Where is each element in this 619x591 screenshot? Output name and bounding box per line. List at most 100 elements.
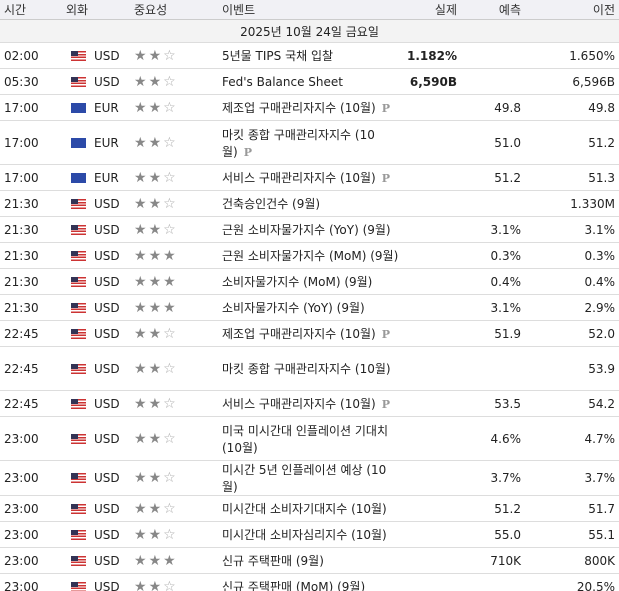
currency-cell: USD (62, 573, 130, 591)
column-header: 실제 (403, 0, 461, 20)
star-icon: ☆ (163, 430, 178, 447)
currency-flag (71, 529, 86, 540)
previous: 52.0 (588, 326, 615, 341)
event-cell: 미시간대 소비자기대지수 (10월) (218, 495, 403, 522)
time: 23:00 (0, 416, 62, 461)
previous: 54.2 (588, 396, 615, 411)
preliminary-flag: P (381, 172, 390, 185)
star-icon: ★ (134, 195, 149, 212)
actual-cell (403, 120, 461, 165)
forecast-cell: 3.1% (461, 294, 525, 321)
column-header: 이전 (525, 0, 619, 20)
actual-cell (403, 94, 461, 121)
star-icon: ★ (148, 73, 164, 90)
star-icon: ☆ (163, 99, 178, 116)
preliminary-flag: P (381, 102, 390, 115)
currency: EUR (94, 135, 119, 150)
star-icon: ★ (148, 578, 164, 591)
star-icon: ★ (134, 134, 149, 151)
star-icon: ☆ (163, 221, 178, 238)
actual-cell (403, 495, 461, 522)
event-cell: 마킷 종합 구매관리자지수 (10월) P (218, 120, 403, 165)
event-cell: Fed's Balance Sheet (218, 68, 403, 95)
event-row: 22:45 USD ★★☆ 서비스 구매관리자지수 (10월) P 53.5 54.2 (0, 390, 619, 417)
event-cell: 신규 주택판매 (9월) (218, 547, 403, 574)
time: 22:45 (0, 390, 62, 417)
currency-flag (71, 473, 86, 483)
event: 신규 주택판매 (MoM) (9월) (222, 580, 366, 591)
star-icon: ★ (163, 299, 178, 316)
actual-cell (403, 190, 461, 217)
currency-cell: USD (62, 460, 130, 496)
importance: ★★★ (130, 547, 218, 574)
event-row: 02:00 USD ★★☆ 5년물 TIPS 국채 입찰 1.182% 1.650% (0, 42, 619, 69)
importance: ★★☆ (130, 460, 218, 496)
forecast: 4.6% (490, 431, 522, 446)
star-icon: ★ (134, 221, 149, 238)
time: 02:00 (0, 42, 62, 69)
currency: USD (94, 196, 120, 211)
actual-cell (403, 416, 461, 461)
column-header: 외화 (62, 0, 130, 20)
previous-cell: 20.5% (525, 573, 619, 591)
star-icon: ☆ (163, 134, 178, 151)
star-icon: ★ (148, 273, 164, 290)
time: 21:30 (0, 294, 62, 321)
star-icon: ★ (163, 247, 178, 264)
currency-cell: EUR (62, 94, 130, 121)
forecast: 0.3% (490, 248, 522, 263)
previous: 49.8 (588, 100, 615, 115)
star-icon: ★ (134, 169, 149, 186)
currency-cell: USD (62, 268, 130, 295)
previous-cell: 49.8 (525, 94, 619, 121)
currency-flag (71, 328, 86, 339)
star-icon: ★ (134, 578, 149, 591)
currency-flag (71, 433, 86, 444)
currency-cell: USD (62, 521, 130, 548)
forecast: 55.0 (494, 527, 521, 542)
event-cell: 서비스 구매관리자지수 (10월) P (218, 390, 403, 417)
forecast: 51.9 (494, 326, 521, 341)
importance: ★★☆ (130, 164, 218, 191)
forecast-cell: 51.9 (461, 320, 525, 347)
actual-cell (403, 547, 461, 574)
star-icon: ★ (148, 325, 164, 342)
actual-cell (403, 294, 461, 321)
currency-flag (71, 172, 86, 183)
importance: ★★☆ (130, 390, 218, 417)
actual-cell: 6,590B (403, 68, 461, 95)
forecast: 49.8 (494, 100, 521, 115)
forecast: 51.0 (494, 135, 521, 150)
forecast: 51.2 (494, 501, 521, 516)
event-row: 17:00 EUR ★★☆ 마킷 종합 구매관리자지수 (10월) P 51.0 51.2 (0, 120, 619, 165)
previous-cell: 3.7% (525, 460, 619, 496)
actual-cell (403, 216, 461, 243)
previous: 3.7% (584, 471, 616, 485)
forecast: 3.1% (490, 300, 522, 315)
currency: USD (94, 579, 120, 591)
star-icon: ★ (148, 526, 164, 543)
importance: ★★☆ (130, 346, 218, 391)
currency: USD (94, 396, 120, 411)
currency: USD (94, 248, 120, 263)
forecast-cell: 3.1% (461, 216, 525, 243)
time: 23:00 (0, 495, 62, 522)
event-cell: 마킷 종합 구매관리자지수 (10월) (218, 346, 403, 391)
forecast: 51.2 (494, 170, 521, 185)
forecast: 0.4% (490, 274, 522, 289)
previous: 51.3 (588, 170, 615, 185)
currency-cell: EUR (62, 120, 130, 165)
previous: 6,596B (572, 74, 615, 89)
previous-cell: 51.3 (525, 164, 619, 191)
event: 제조업 구매관리자지수 (10월) (222, 101, 376, 115)
event-row: 23:00 USD ★★☆ 신규 주택판매 (MoM) (9월) 20.5% (0, 573, 619, 591)
currency: USD (94, 361, 120, 376)
forecast-cell (461, 346, 525, 391)
currency-flag (71, 398, 86, 409)
currency-flag (71, 503, 86, 514)
currency: USD (94, 471, 120, 485)
currency-cell: USD (62, 346, 130, 391)
event: 미시간대 소비자심리지수 (10월) (222, 528, 387, 542)
star-icon: ★ (148, 134, 164, 151)
